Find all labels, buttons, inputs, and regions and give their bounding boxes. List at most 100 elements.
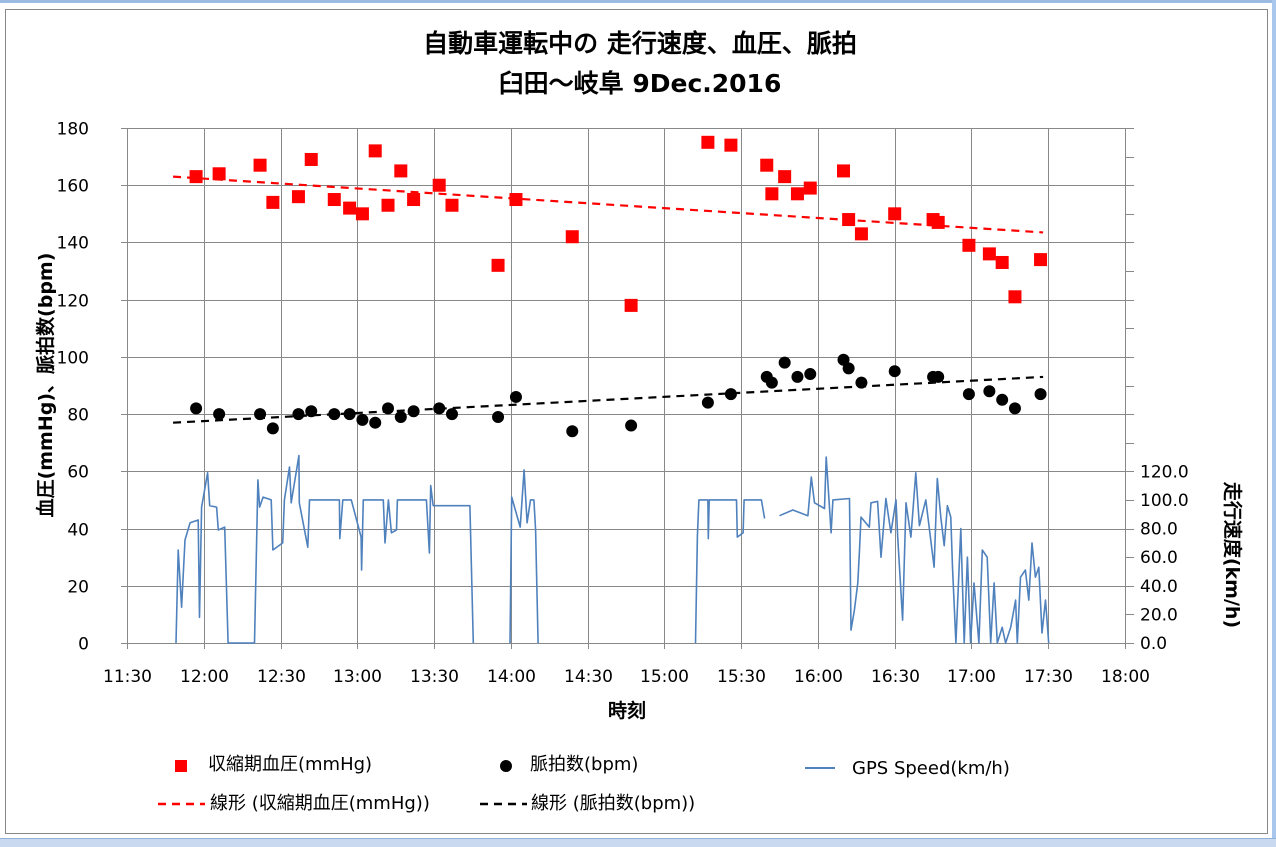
- y2-tick-label: 40.0: [1140, 577, 1178, 597]
- bp-point: [931, 215, 945, 229]
- legend-bp-label: 収縮期血圧(mmHg): [208, 754, 372, 775]
- y-tick-label: 60: [67, 463, 89, 483]
- x-tick-label: 12:00: [180, 667, 229, 687]
- bp-point: [355, 207, 369, 221]
- bp-point: [368, 144, 382, 158]
- bp-point: [765, 187, 779, 201]
- pulse-point: [492, 410, 505, 423]
- pulse-point: [855, 376, 868, 389]
- bp-point: [1008, 290, 1022, 304]
- y2-tick-label: 80.0: [1140, 520, 1178, 540]
- bp-point: [291, 190, 305, 204]
- y2-tick-label: 20.0: [1140, 605, 1178, 625]
- bp-point: [962, 238, 976, 252]
- bp-point: [407, 193, 421, 207]
- window-right-scroll-edge[interactable]: [1272, 0, 1276, 846]
- sheet-tab-bar[interactable]: [0, 838, 1276, 847]
- pulse-point: [778, 356, 791, 369]
- bp-point: [842, 213, 856, 227]
- chart-title: 自動車運転中の 走行速度、血圧、脈拍: [423, 29, 857, 58]
- y2-tick-label: 100.0: [1140, 491, 1189, 511]
- pulse-point: [407, 405, 420, 418]
- bp-point: [888, 207, 902, 221]
- legend-bp-trend-label: 線形 (収縮期血圧(mmHg)): [210, 793, 430, 814]
- bp-point: [854, 227, 868, 241]
- x-tick-label: 15:30: [717, 667, 766, 687]
- x-tick-label: 13:30: [410, 667, 459, 687]
- bp-point: [394, 164, 408, 178]
- bp-point: [445, 198, 459, 212]
- pulse-point: [962, 388, 975, 401]
- bp-point: [491, 258, 505, 272]
- pulse-point: [305, 405, 318, 418]
- pulse-point: [1034, 388, 1047, 401]
- legend-pulse-label: 脈拍数(bpm): [530, 754, 638, 775]
- x-tick-label: 16:30: [871, 667, 920, 687]
- y-tick-label: 140: [57, 234, 89, 254]
- legend: 収縮期血圧(mmHg) 脈拍数(bpm) GPS Speed(km/h) 線形 (収縮…: [158, 754, 1010, 814]
- bp-point: [778, 170, 792, 184]
- bp-point: [724, 138, 738, 152]
- legend-pulse-trend-label: 線形 (脈拍数(bpm)): [531, 793, 695, 814]
- pulse-point: [509, 390, 522, 403]
- x-tick-label: 14:00: [487, 667, 536, 687]
- pulse-point: [566, 425, 579, 438]
- speed-line: [175, 454, 1050, 644]
- bp-point: [982, 247, 996, 261]
- pulse-trendline: [173, 375, 1044, 424]
- bp-point: [760, 158, 774, 172]
- legend-pulse-marker: [500, 760, 512, 772]
- bp-trendline: [172, 175, 1044, 234]
- pulse-point: [266, 422, 279, 435]
- bp-point: [266, 195, 280, 209]
- bp-point: [212, 167, 226, 181]
- bp-point: [304, 152, 318, 166]
- pulse-point: [433, 402, 446, 415]
- y2-tick-label: 120.0: [1140, 462, 1189, 482]
- pulse-point: [804, 368, 817, 381]
- pulse-point: [625, 419, 638, 432]
- bp-point: [381, 198, 395, 212]
- x-tick-label: 18:00: [1101, 667, 1150, 687]
- y-axis-title: 血圧(mmHg)、脈拍数(bpm): [34, 253, 57, 518]
- pulse-point: [292, 408, 305, 421]
- pulse-point: [932, 370, 945, 383]
- chart-subtitle: 臼田～岐阜 9Dec.2016: [499, 69, 782, 98]
- y-tick-label: 20: [67, 578, 89, 598]
- bp-point: [432, 178, 446, 192]
- pulse-point: [1008, 402, 1021, 415]
- bp-point: [995, 255, 1009, 269]
- pulse-point: [445, 408, 458, 421]
- x-axis-title: 時刻: [608, 699, 646, 722]
- y-tick-label: 180: [57, 120, 89, 140]
- x-tick-label: 17:00: [947, 667, 996, 687]
- pulse-point: [996, 393, 1009, 406]
- bp-point: [1034, 253, 1048, 267]
- pulse-point: [842, 362, 855, 375]
- pulse-point: [724, 388, 737, 401]
- pulse-point: [328, 408, 341, 421]
- bp-point: [837, 164, 851, 178]
- x-tick-label: 14:30: [564, 667, 613, 687]
- bp-point: [803, 181, 817, 195]
- x-tick-label: 15:00: [640, 667, 689, 687]
- bp-point: [509, 193, 523, 207]
- pulse-point: [888, 365, 901, 378]
- bp-point: [253, 158, 267, 172]
- bp-point: [327, 193, 341, 207]
- pulse-point: [254, 408, 267, 421]
- x-tick-label: 13:00: [333, 667, 382, 687]
- y-tick-label: 100: [57, 349, 89, 369]
- y2-tick-label: 0.0: [1140, 634, 1167, 654]
- x-tick-label: 16:00: [794, 667, 843, 687]
- legend-speed-label: GPS Speed(km/h): [852, 758, 1010, 779]
- pulse-point: [394, 410, 407, 423]
- bp-point: [624, 298, 638, 312]
- pulse-point: [791, 370, 804, 383]
- x-tick-label: 17:30: [1024, 667, 1073, 687]
- series: [172, 135, 1050, 644]
- pulse-point: [701, 396, 714, 409]
- legend-bp-marker: [175, 760, 187, 772]
- axes: 11:30 12:00 12:30 13:00 13:30 14:00 14:30 15:00…: [57, 120, 1189, 688]
